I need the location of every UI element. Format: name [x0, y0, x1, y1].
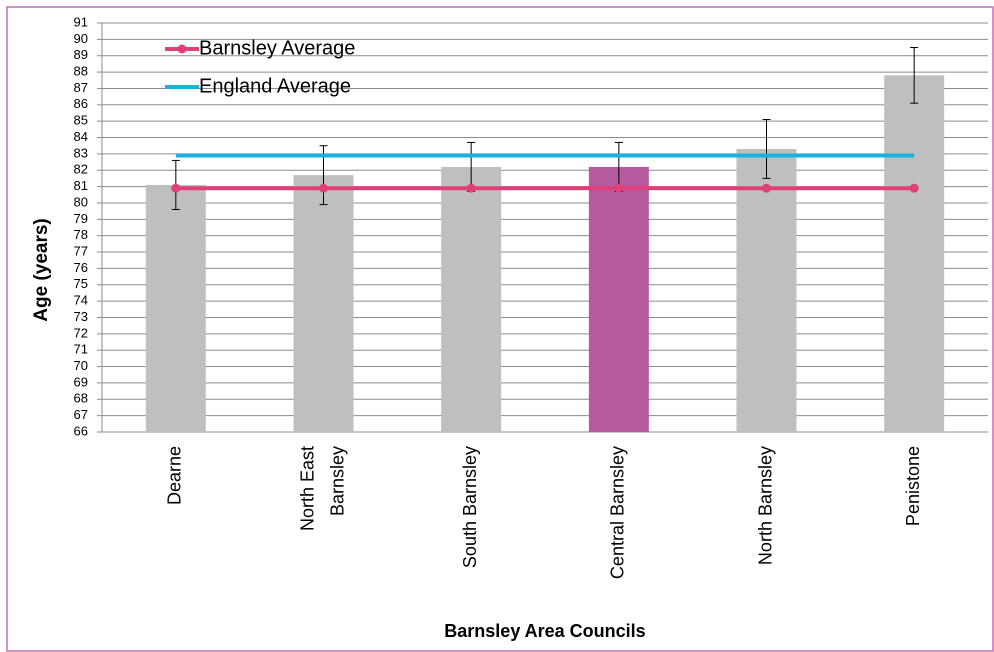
- y-tick-label: 77: [74, 243, 88, 258]
- y-tick-label: 80: [74, 194, 88, 209]
- y-tick-label: 87: [74, 80, 88, 95]
- x-tick-label: Central Barnsley: [608, 446, 628, 579]
- x-tick-label: Penistone: [903, 446, 923, 526]
- y-tick-label: 72: [74, 325, 88, 340]
- chart-frame: [6, 6, 994, 652]
- y-tick-label: 67: [74, 407, 88, 422]
- line-marker: [171, 183, 181, 193]
- line-marker: [614, 183, 624, 193]
- y-tick-label: 69: [74, 374, 88, 389]
- y-axis-label: Age (years): [31, 218, 52, 322]
- y-tick-label: 79: [74, 211, 88, 226]
- y-tick-label: 89: [74, 47, 88, 62]
- legend-label: Barnsley Average: [199, 37, 355, 59]
- y-tick-label: 82: [74, 162, 88, 177]
- y-tick-label: 81: [74, 178, 88, 193]
- y-tick-label: 88: [74, 64, 88, 79]
- y-tick-label: 84: [74, 129, 88, 144]
- bar: [441, 166, 502, 432]
- legend-label: England Average: [199, 75, 351, 97]
- line-marker: [909, 183, 919, 193]
- line-marker: [762, 183, 771, 193]
- line-marker: [319, 183, 328, 193]
- y-tick-label: 66: [74, 423, 88, 438]
- y-tick-label: 68: [74, 391, 88, 406]
- x-tick-label: North Barnsley: [755, 446, 775, 565]
- x-tick-label: North East Barnsley: [297, 446, 347, 531]
- y-tick-label: 76: [74, 260, 88, 275]
- y-tick-label: 83: [74, 145, 88, 160]
- y-tick-label: 71: [74, 342, 88, 357]
- bar: [145, 184, 206, 432]
- bar: [884, 75, 945, 433]
- x-tick-label: South Barnsley: [460, 446, 480, 568]
- legend-marker: [177, 44, 187, 54]
- bar: [736, 148, 797, 433]
- y-tick-label: 75: [74, 276, 88, 291]
- x-tick-label: Dearne: [165, 446, 185, 505]
- y-tick-label: 74: [74, 293, 88, 308]
- y-tick-label: 85: [74, 113, 88, 128]
- error-bar: [910, 47, 919, 104]
- y-tick-label: 73: [74, 309, 88, 324]
- x-axis-label: Barnsley Area Councils: [444, 621, 645, 641]
- line-marker: [466, 183, 476, 193]
- bar: [588, 166, 649, 432]
- y-tick-label: 90: [74, 31, 88, 46]
- y-tick-label: 78: [74, 227, 88, 242]
- y-tick-label: 91: [74, 14, 88, 29]
- y-tick-label: 86: [74, 96, 88, 111]
- error-bar: [762, 119, 771, 179]
- bar: [293, 175, 354, 432]
- y-tick-label: 70: [74, 358, 88, 373]
